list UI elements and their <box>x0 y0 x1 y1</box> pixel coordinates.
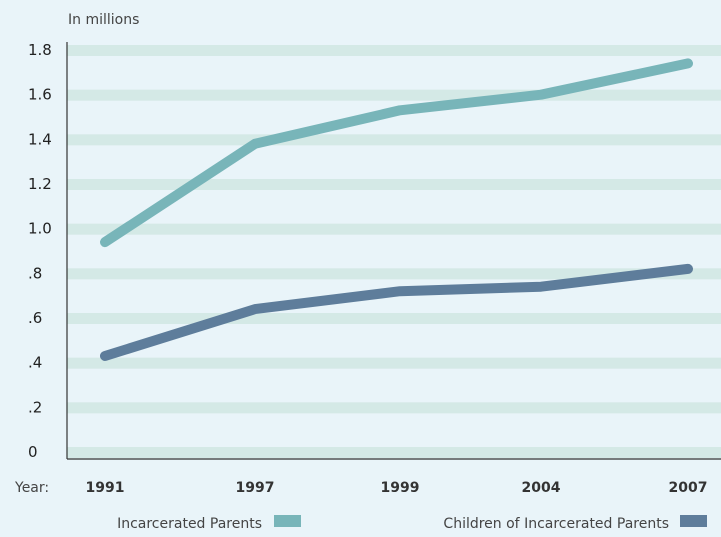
y-tick-label: 1.2 <box>28 175 52 193</box>
grid-band <box>67 179 721 190</box>
y-tick-label: 1.4 <box>28 130 52 148</box>
x-tick-label: 2004 <box>522 480 561 496</box>
grid-band <box>67 45 721 56</box>
grid-band <box>67 134 721 145</box>
y-tick-label: .8 <box>28 264 42 282</box>
grid-band <box>67 90 721 101</box>
y-tick-label: 0 <box>28 443 38 461</box>
grid-band <box>67 313 721 324</box>
grid-band <box>67 402 721 413</box>
y-tick-label: 1.8 <box>28 41 52 59</box>
legend-swatch-incarcerated-parents <box>274 515 301 527</box>
y-tick-label: 1.6 <box>28 86 52 104</box>
legend-swatch-children-of-incarcerated-parents <box>680 515 707 527</box>
grid-band <box>67 447 721 458</box>
x-tick-label: 2007 <box>669 480 708 496</box>
y-tick-label: 1.0 <box>28 220 52 238</box>
y-tick-label: .4 <box>28 354 42 372</box>
grid-band <box>67 224 721 235</box>
x-tick-label: 1999 <box>381 480 420 496</box>
legend-label-incarcerated-parents: Incarcerated Parents <box>117 516 262 532</box>
legend-label-children-of-incarcerated-parents: Children of Incarcerated Parents <box>443 516 669 532</box>
y-unit-label: In millions <box>68 12 139 28</box>
x-axis-prefix-label: Year: <box>14 480 49 496</box>
x-tick-label: 1997 <box>236 480 275 496</box>
y-tick-label: .2 <box>28 398 42 416</box>
y-tick-label: .6 <box>28 309 42 327</box>
x-tick-label: 1991 <box>86 480 125 496</box>
grid-band <box>67 358 721 369</box>
